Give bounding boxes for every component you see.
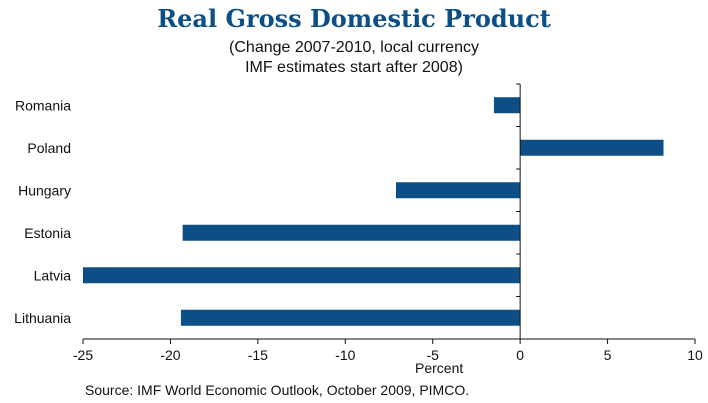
x-tick-label: -5 (426, 347, 439, 363)
bar-estonia (182, 224, 521, 241)
bar-lithuania (180, 309, 521, 326)
category-label-estonia: Estonia (24, 225, 71, 241)
x-tick-label: -15 (248, 347, 268, 363)
chart-subtitle-line-2: IMF estimates start after 2008) (245, 59, 463, 76)
category-label-latvia: Latvia (34, 267, 72, 283)
bar-latvia (83, 267, 521, 284)
bar-hungary (395, 182, 521, 199)
x-tick-label: 5 (604, 347, 612, 363)
category-label-romania: Romania (15, 97, 71, 113)
category-label-lithuania: Lithuania (14, 310, 71, 326)
x-tick-label: -10 (335, 347, 355, 363)
category-label-poland: Poland (27, 140, 71, 156)
source-note: Source: IMF World Economic Outlook, Octo… (85, 382, 470, 398)
x-tick-label: -20 (160, 347, 180, 363)
chart-title: Real Gross Domestic Product (157, 4, 551, 33)
x-tick-label: -25 (73, 347, 93, 363)
bar-romania (493, 97, 521, 114)
chart-subtitle-line-1: (Change 2007-2010, local currency (229, 39, 479, 56)
x-axis-label: Percent (415, 360, 463, 376)
x-tick-label: 10 (687, 347, 703, 363)
x-tick-label: 0 (516, 347, 524, 363)
category-label-hungary: Hungary (18, 182, 71, 198)
bar-poland (520, 139, 664, 156)
